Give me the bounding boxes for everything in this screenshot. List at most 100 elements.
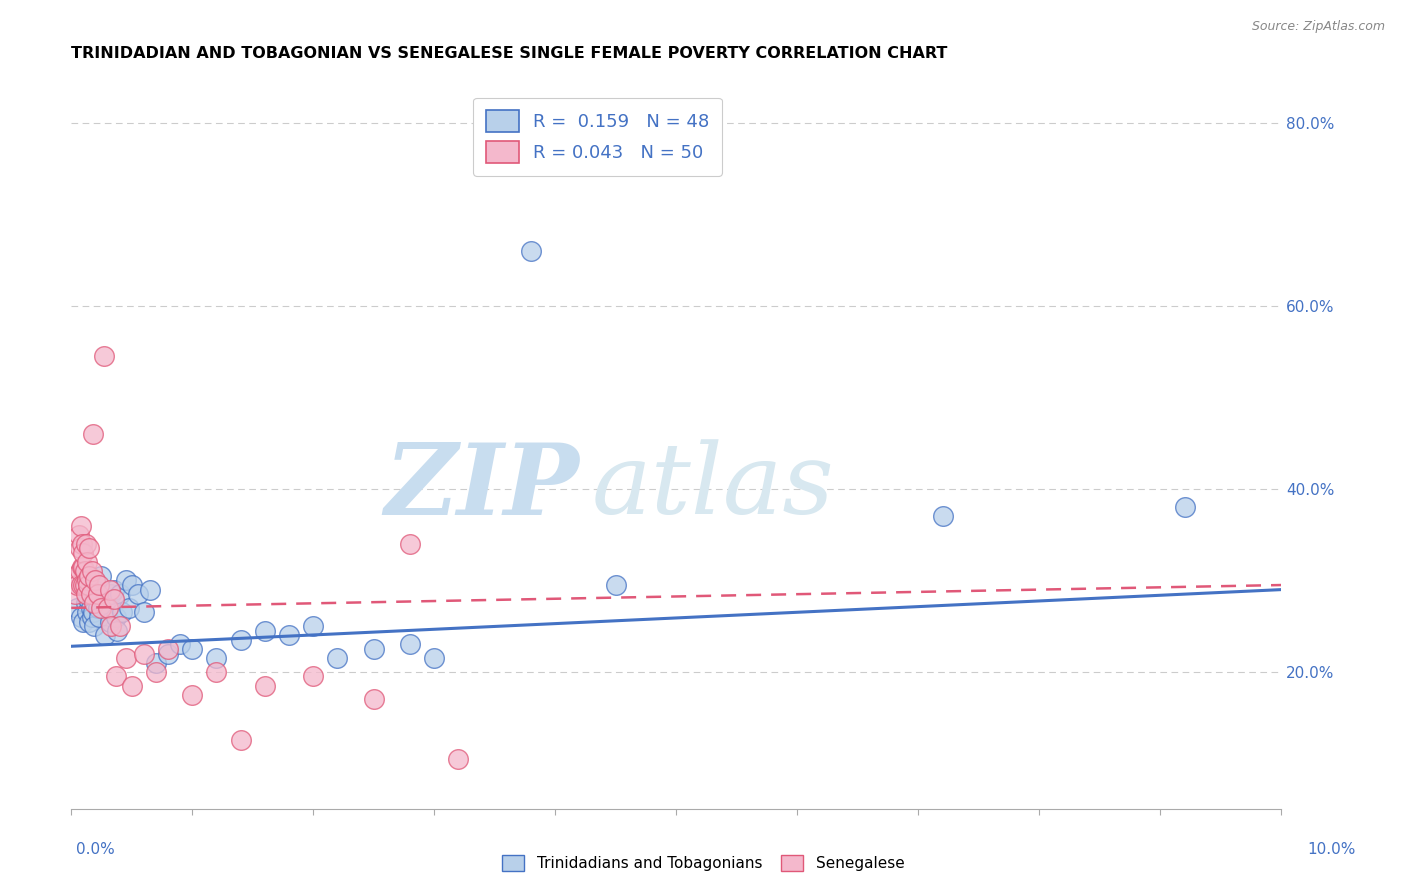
Point <box>132 647 155 661</box>
Point <box>72 615 94 629</box>
Point <box>96 600 118 615</box>
Point <box>145 656 167 670</box>
Point <box>363 642 385 657</box>
Text: TRINIDADIAN AND TOBAGONIAN VS SENEGALESE SINGLE FEMALE POVERTY CORRELATION CHART: TRINIDADIAN AND TOBAGONIAN VS SENEGALESE… <box>72 46 948 62</box>
Point <box>520 244 543 259</box>
Point <box>605 578 627 592</box>
Point <box>98 615 121 629</box>
Point <box>103 591 125 606</box>
Point <box>79 569 101 583</box>
Text: Source: ZipAtlas.com: Source: ZipAtlas.com <box>1251 20 1385 33</box>
Point <box>114 574 136 588</box>
Point <box>80 564 103 578</box>
Point <box>302 619 325 633</box>
Point <box>399 637 422 651</box>
Point <box>67 527 90 541</box>
Point <box>94 628 117 642</box>
Point <box>103 582 125 597</box>
Text: atlas: atlas <box>592 440 834 535</box>
Point <box>75 587 97 601</box>
Point <box>93 596 115 610</box>
Point <box>70 578 93 592</box>
Point <box>73 578 96 592</box>
Point <box>121 578 143 592</box>
Point <box>121 679 143 693</box>
Point <box>326 651 349 665</box>
Point <box>87 610 110 624</box>
Point <box>447 752 470 766</box>
Point <box>423 651 446 665</box>
Point <box>80 610 103 624</box>
Point <box>69 541 91 556</box>
Point <box>139 582 162 597</box>
Point <box>205 651 228 665</box>
Point <box>79 615 101 629</box>
Point <box>96 600 118 615</box>
Point <box>83 619 105 633</box>
Point <box>98 582 121 597</box>
Point <box>76 574 98 588</box>
Point <box>253 679 276 693</box>
Point <box>1174 500 1197 515</box>
Point <box>105 669 128 683</box>
Point <box>114 651 136 665</box>
Point <box>84 582 107 597</box>
Point <box>87 578 110 592</box>
Text: 10.0%: 10.0% <box>1308 842 1355 856</box>
Point <box>181 642 204 657</box>
Point <box>66 600 89 615</box>
Point <box>65 569 87 583</box>
Point <box>66 578 89 592</box>
Point <box>70 518 93 533</box>
Point <box>205 665 228 679</box>
Point <box>105 610 128 624</box>
Point <box>72 546 94 560</box>
Point <box>132 606 155 620</box>
Point <box>76 555 98 569</box>
Point <box>90 569 112 583</box>
Point <box>75 537 97 551</box>
Point <box>100 619 122 633</box>
Point <box>84 574 107 588</box>
Point <box>82 427 104 442</box>
Point <box>82 606 104 620</box>
Text: 0.0%: 0.0% <box>76 842 115 856</box>
Point <box>145 665 167 679</box>
Point <box>105 624 128 638</box>
Point <box>157 642 180 657</box>
Legend: R =  0.159   N = 48, R = 0.043   N = 50: R = 0.159 N = 48, R = 0.043 N = 50 <box>474 97 721 176</box>
Point <box>70 537 93 551</box>
Point <box>108 587 131 601</box>
Point <box>73 564 96 578</box>
Point <box>79 600 101 615</box>
Point <box>63 587 86 601</box>
Point <box>79 541 101 556</box>
Point <box>79 587 101 601</box>
Point <box>93 350 115 364</box>
Legend: Trinidadians and Tobagonians, Senegalese: Trinidadians and Tobagonians, Senegalese <box>495 849 911 877</box>
Point <box>127 587 149 601</box>
Point <box>278 628 301 642</box>
Point <box>169 637 191 651</box>
Point <box>70 559 93 574</box>
Point <box>253 624 276 638</box>
Point <box>363 692 385 706</box>
Point <box>70 610 93 624</box>
Point <box>87 587 110 601</box>
Point <box>302 669 325 683</box>
Point <box>87 600 110 615</box>
Point <box>229 632 252 647</box>
Point <box>100 587 122 601</box>
Point <box>83 596 105 610</box>
Point <box>77 578 100 592</box>
Point <box>90 600 112 615</box>
Point <box>69 564 91 578</box>
Point <box>157 647 180 661</box>
Point <box>76 606 98 620</box>
Point <box>118 600 141 615</box>
Point <box>229 733 252 747</box>
Point <box>181 688 204 702</box>
Point <box>77 591 100 606</box>
Text: ZIP: ZIP <box>384 439 579 535</box>
Point <box>75 596 97 610</box>
